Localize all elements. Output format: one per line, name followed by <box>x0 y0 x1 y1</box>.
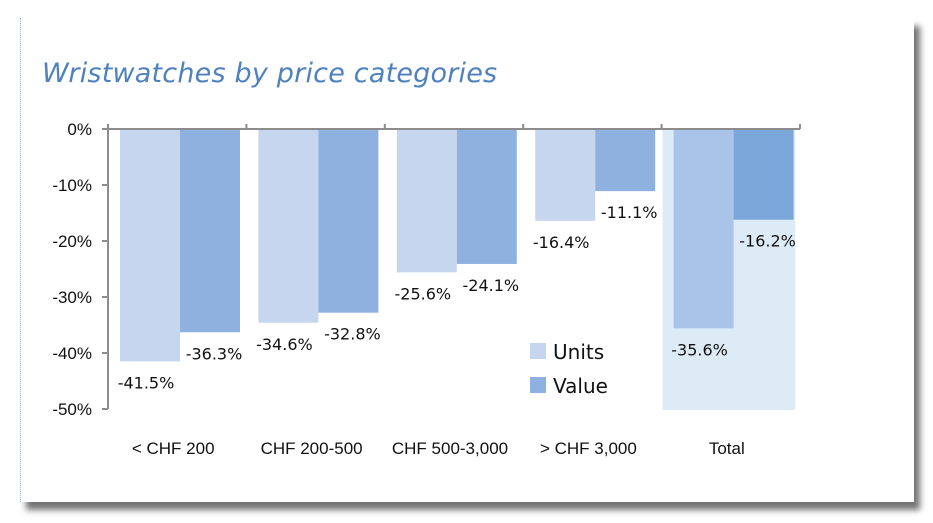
bar-value-2 <box>456 129 517 264</box>
data-label-units: -25.6% <box>394 284 451 303</box>
y-tick-label: -40% <box>52 344 92 363</box>
category-label: CHF 500-3,000 <box>392 439 508 458</box>
bar-value-1 <box>318 129 379 313</box>
y-tick-label: 0% <box>67 120 92 139</box>
legend-swatch-value <box>530 377 546 393</box>
bar-units-1 <box>258 129 319 323</box>
category-label: < CHF 200 <box>132 439 215 458</box>
y-tick-label: -50% <box>52 400 92 419</box>
bar-units-4 <box>673 129 734 329</box>
legend-label-value: Value <box>553 374 608 398</box>
data-label-units: -34.6% <box>256 335 313 354</box>
bar-value-4 <box>733 129 794 220</box>
y-tick-label: -10% <box>52 176 92 195</box>
data-label-value: -24.1% <box>462 276 519 295</box>
category-label: CHF 200-500 <box>261 439 363 458</box>
bar-value-0 <box>180 129 240 333</box>
legend-label-units: Units <box>553 340 604 364</box>
data-label-units: -41.5% <box>118 373 175 392</box>
legend-swatch-units <box>530 343 546 359</box>
bar-value-3 <box>595 129 656 192</box>
y-tick-label: -30% <box>52 288 92 307</box>
data-label-units: -35.6% <box>671 340 728 359</box>
bar-units-3 <box>535 129 596 221</box>
data-label-value: -36.3% <box>186 344 243 363</box>
chart-title: Wristwatches by price categories <box>42 58 498 89</box>
bar-units-0 <box>120 129 180 362</box>
category-label: > CHF 3,000 <box>540 439 637 458</box>
bar-units-2 <box>396 129 457 273</box>
data-label-value: -32.8% <box>324 325 381 344</box>
y-tick-label: -20% <box>52 232 92 251</box>
data-label-value: -11.1% <box>601 203 658 222</box>
data-label-value: -16.2% <box>739 232 796 251</box>
category-label: Total <box>709 439 745 458</box>
data-label-units: -16.4% <box>533 233 590 252</box>
